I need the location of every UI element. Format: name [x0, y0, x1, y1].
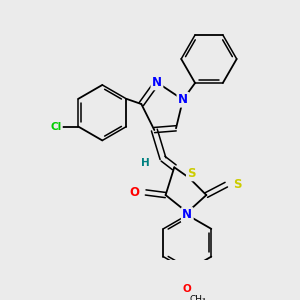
Text: N: N	[182, 208, 192, 221]
Text: S: S	[233, 178, 242, 191]
Text: N: N	[178, 93, 188, 106]
Text: O: O	[183, 284, 192, 294]
Text: S: S	[188, 167, 196, 180]
Text: N: N	[152, 76, 162, 89]
Text: H: H	[141, 158, 150, 168]
Text: CH₃: CH₃	[189, 296, 206, 300]
Text: Cl: Cl	[50, 122, 61, 132]
Text: O: O	[129, 186, 140, 199]
